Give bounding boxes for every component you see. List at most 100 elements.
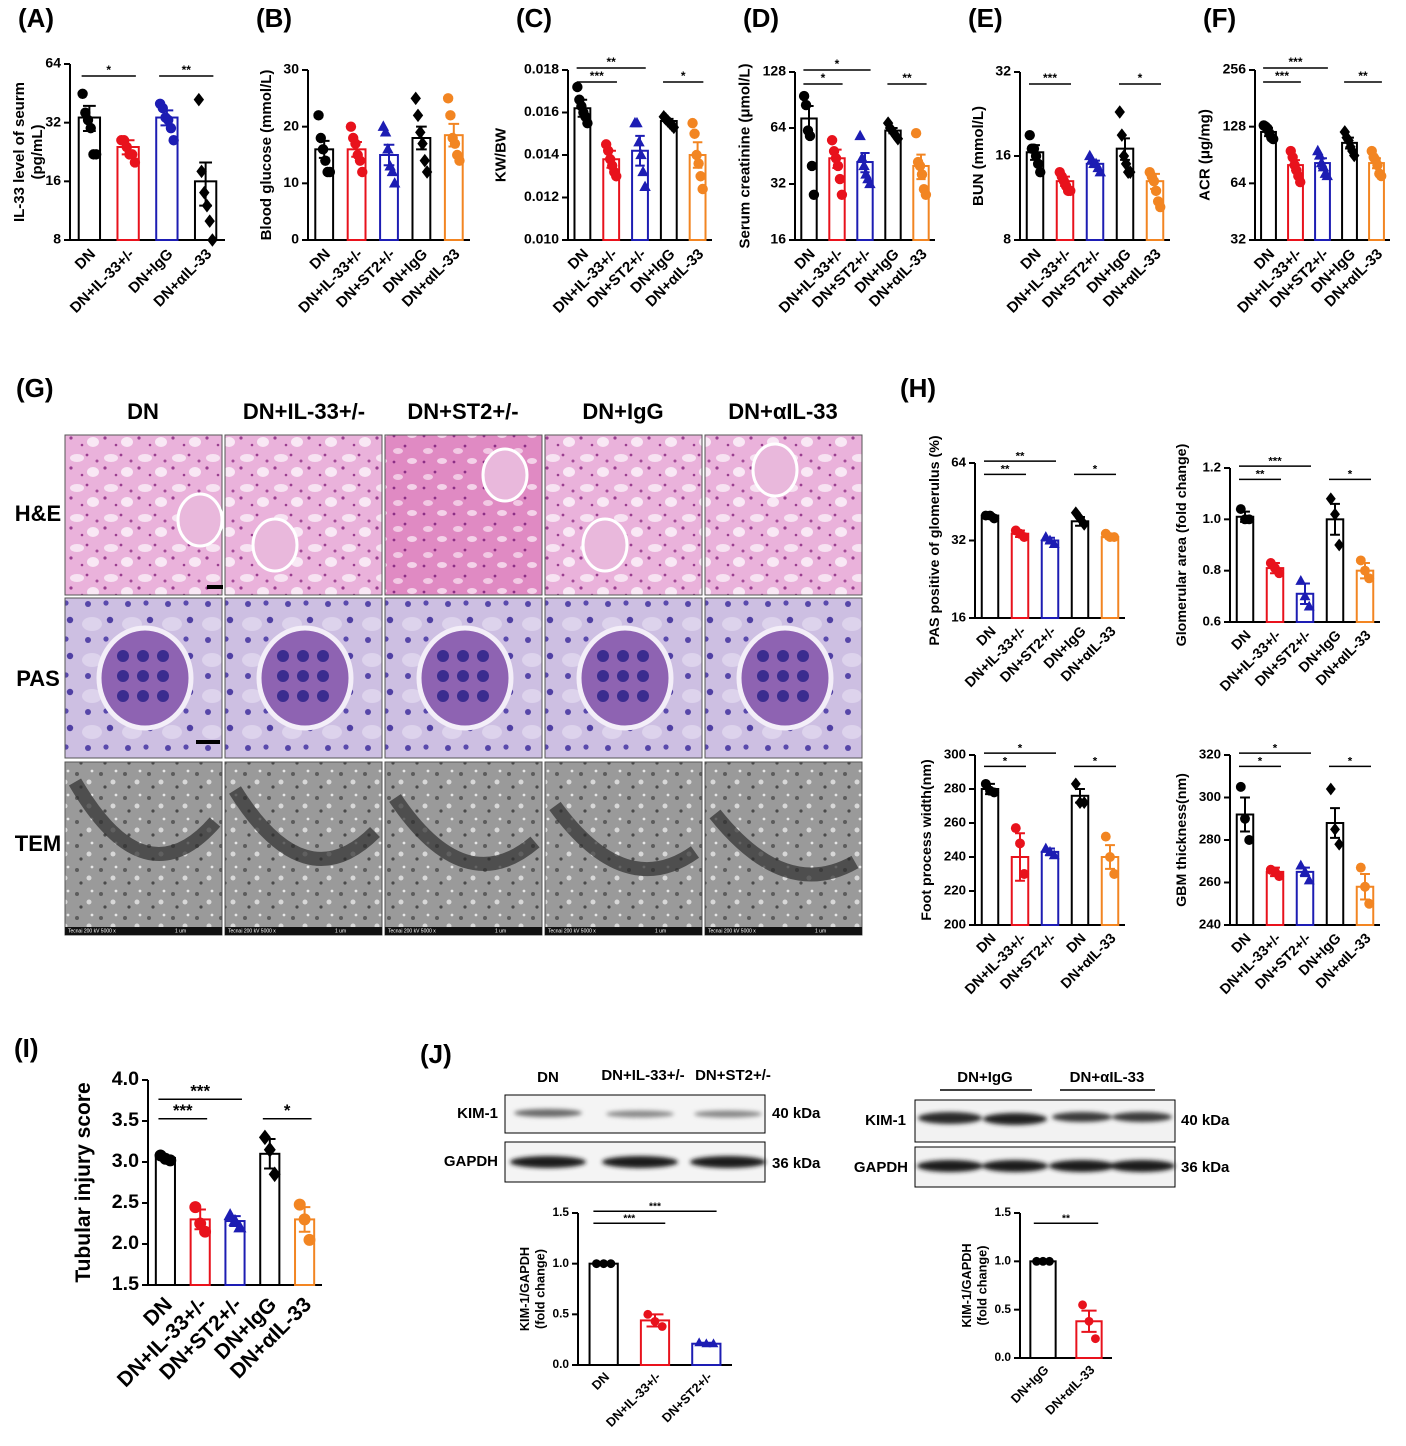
- y-tick-label: 2.5: [112, 1191, 139, 1213]
- y-tick-label: 1.0: [1203, 511, 1222, 526]
- data-point: [914, 160, 926, 172]
- significance-label: **: [1062, 1214, 1070, 1225]
- x-tick-label: DN: [72, 246, 99, 273]
- y-tick-label: 256: [1223, 61, 1247, 77]
- data-point: [201, 198, 213, 213]
- significance-label: **: [1358, 69, 1368, 83]
- data-point: [228, 1213, 242, 1226]
- nucleus: [777, 670, 789, 682]
- data-point: [1334, 538, 1345, 552]
- data-point: [708, 1338, 719, 1348]
- data-point: [668, 120, 680, 135]
- y-axis-label-line: (fold change): [975, 1245, 990, 1325]
- data-point: [1235, 781, 1246, 792]
- bar: [980, 788, 1000, 926]
- he-image: [544, 434, 703, 596]
- data-point: [611, 171, 622, 182]
- lane-label: DN+IgG: [957, 1069, 1012, 1086]
- column-header: DN+αIL-33: [728, 399, 838, 424]
- tem-footer: [65, 927, 222, 935]
- y-tick-label: 0.016: [524, 103, 559, 119]
- x-tick-label: DN+IgG: [1008, 1362, 1052, 1406]
- significance-label: *: [1348, 469, 1353, 481]
- data-point: [1303, 874, 1315, 885]
- data-point: [1244, 514, 1255, 525]
- significance-label: *: [1138, 71, 1143, 85]
- y-tick-label: 16: [951, 610, 966, 625]
- nucleus: [797, 650, 809, 662]
- data-point: [637, 165, 649, 177]
- data-point: [386, 165, 399, 177]
- bar: [1029, 1260, 1057, 1360]
- tem-footer: [545, 927, 702, 935]
- glomerulus: [251, 517, 299, 573]
- data-point: [320, 155, 331, 166]
- blot-size: 40 kDa: [772, 1105, 821, 1122]
- y-tick-label: 8: [1003, 231, 1011, 247]
- panel-label: (J): [420, 1039, 452, 1069]
- significance-label: *: [284, 1101, 291, 1120]
- y-axis-label-line: (fold change): [533, 1249, 548, 1329]
- bar: [1100, 536, 1120, 619]
- nucleus: [277, 690, 289, 702]
- data-point: [350, 138, 361, 149]
- lane-label: DN+αIL-33: [1070, 1069, 1145, 1086]
- tem-scale: 1 um: [335, 928, 346, 934]
- data-point: [858, 159, 870, 171]
- data-point: [168, 135, 179, 146]
- data-point: [882, 116, 894, 130]
- nucleus: [637, 670, 649, 682]
- data-point: [1015, 838, 1025, 849]
- data-point: [989, 513, 1000, 524]
- y-tick-label: 3.5: [112, 1109, 139, 1131]
- data-point: [1019, 869, 1030, 879]
- data-point: [1347, 144, 1358, 158]
- significance-label: *: [1018, 742, 1023, 754]
- data-point: [635, 148, 647, 160]
- bar: [1040, 539, 1060, 619]
- chart: 1.5 2.0 2.5 3.0 3.5 4.0 (I) Tubular injury scor…: [14, 1033, 322, 1392]
- y-axis-label-line: IL-33 level of seurm: [11, 82, 28, 222]
- data-point: [1349, 148, 1360, 163]
- he-image: [224, 434, 383, 596]
- significance-label: ***: [649, 1202, 661, 1213]
- data-point: [1019, 532, 1030, 542]
- y-axis-label: GBM thickness(nm): [1174, 773, 1190, 907]
- data-point: [1155, 201, 1166, 213]
- data-point: [388, 177, 401, 188]
- data-point: [1079, 796, 1090, 810]
- data-point: [832, 160, 844, 172]
- blot-size: 40 kDa: [1181, 1112, 1230, 1129]
- tem-caption: Tecnai 200 kV 5000 x: [708, 928, 756, 934]
- data-point: [650, 1317, 660, 1326]
- nucleus: [457, 650, 469, 662]
- data-point: [1100, 831, 1111, 842]
- y-tick-label: 0.014: [524, 146, 559, 162]
- row-header: PAS: [16, 666, 60, 691]
- data-point: [834, 173, 846, 185]
- y-tick-label: 32: [995, 63, 1011, 79]
- nucleus: [297, 650, 309, 662]
- significance-label: ***: [1043, 71, 1057, 85]
- row-header: TEM: [15, 831, 61, 856]
- data-point: [379, 126, 392, 137]
- data-point: [313, 110, 324, 121]
- y-axis-label: Serum creatinine (μmol/L): [736, 63, 753, 248]
- data-point: [1116, 128, 1128, 142]
- data-point: [258, 1129, 271, 1146]
- significance-label: **: [1256, 469, 1265, 481]
- tem-image: [704, 761, 863, 936]
- data-point: [1084, 1316, 1094, 1326]
- data-point: [1299, 590, 1311, 601]
- y-axis-label: Blood glucose (mmol/L): [258, 70, 275, 241]
- bar: [1040, 850, 1060, 927]
- nucleus: [117, 670, 129, 682]
- nucleus: [117, 690, 129, 702]
- nucleus: [297, 670, 309, 682]
- data-point: [694, 1337, 705, 1347]
- data-point: [233, 1220, 247, 1233]
